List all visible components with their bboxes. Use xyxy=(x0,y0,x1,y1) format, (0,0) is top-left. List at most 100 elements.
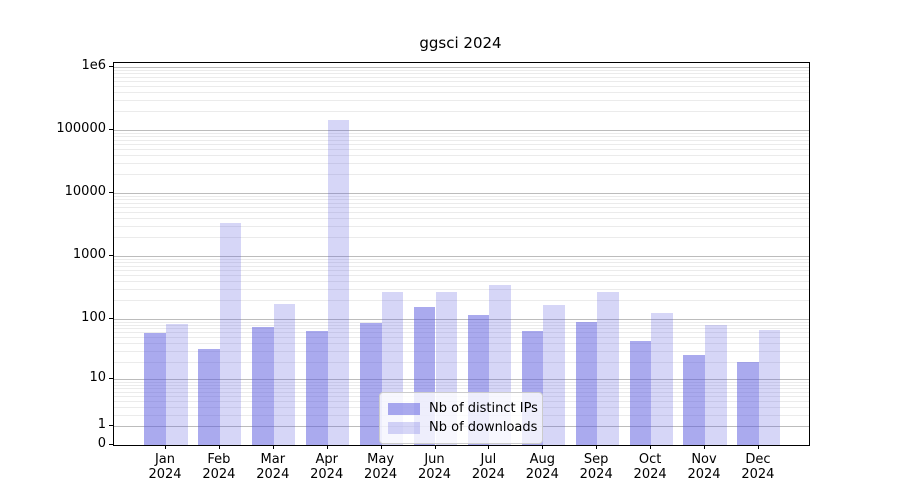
bar-downloads-nov-2024 xyxy=(705,324,727,445)
bar-downloads-oct-2024 xyxy=(651,313,673,445)
minor-gridline xyxy=(114,135,809,137)
y-axis-label: 10000 xyxy=(64,183,106,199)
minor-gridline xyxy=(114,299,809,301)
x-axis-label: Jul 2024 xyxy=(471,452,505,482)
minor-gridline xyxy=(114,261,809,263)
minor-gridline xyxy=(114,265,809,267)
minor-gridline xyxy=(114,148,809,150)
major-gridline xyxy=(114,318,809,320)
bar-downloads-mar-2024 xyxy=(273,304,296,445)
chart-title: ggsci 2024 xyxy=(419,34,502,52)
y-axis-label: 100000 xyxy=(56,120,106,136)
x-axis-tick xyxy=(542,445,544,449)
y-axis-tick xyxy=(109,128,113,130)
minor-gridline xyxy=(114,91,809,93)
bar-distinct-ips-feb-2024 xyxy=(198,349,220,445)
minor-gridline xyxy=(114,154,809,156)
y-axis-tick xyxy=(109,444,113,445)
y-axis-tick xyxy=(109,317,113,319)
bar-distinct-ips-dec-2024 xyxy=(737,361,759,445)
x-axis-label: Dec 2024 xyxy=(741,452,775,482)
major-gridline xyxy=(114,129,809,131)
bar-distinct-ips-may-2024 xyxy=(360,322,382,445)
bar-distinct-ips-sep-2024 xyxy=(575,321,598,445)
x-axis-tick xyxy=(434,445,436,449)
minor-gridline xyxy=(114,110,809,112)
y-axis-label: 1000 xyxy=(72,246,106,262)
minor-gridline xyxy=(114,384,809,386)
legend-swatch-distinct-ips-icon xyxy=(388,402,420,415)
minor-gridline xyxy=(114,337,809,339)
minor-gridline xyxy=(114,99,809,101)
legend-swatch-downloads-icon xyxy=(388,421,420,434)
minor-gridline xyxy=(114,388,809,390)
x-axis-tick xyxy=(326,445,328,449)
minor-gridline xyxy=(114,269,809,271)
y-axis-label: 1 xyxy=(97,417,106,432)
x-axis-tick xyxy=(488,445,490,449)
minor-gridline xyxy=(114,69,809,71)
bar-distinct-ips-jan-2024 xyxy=(144,332,166,445)
minor-gridline xyxy=(114,361,809,363)
minor-gridline xyxy=(114,139,809,141)
x-axis-label: Nov 2024 xyxy=(687,452,721,482)
x-axis-label: Oct 2024 xyxy=(633,452,667,482)
minor-gridline xyxy=(114,324,809,326)
minor-gridline xyxy=(114,143,809,145)
legend-label-downloads: Nb of downloads xyxy=(429,420,538,435)
minor-gridline xyxy=(114,274,809,276)
minor-gridline xyxy=(114,72,809,74)
minor-gridline xyxy=(114,280,809,282)
bar-distinct-ips-nov-2024 xyxy=(683,354,705,445)
minor-gridline xyxy=(114,351,809,352)
x-axis-label: Sep 2024 xyxy=(579,452,613,482)
major-gridline xyxy=(114,379,809,381)
major-gridline xyxy=(114,66,809,68)
bar-downloads-apr-2024 xyxy=(327,119,350,445)
y-axis-tick xyxy=(109,425,113,426)
minor-gridline xyxy=(114,80,809,82)
x-axis-label: Jun 2024 xyxy=(417,452,452,482)
legend-label-distinct-ips: Nb of distinct IPs xyxy=(429,401,538,416)
y-axis-label: 10 xyxy=(89,370,106,386)
bar-downloads-aug-2024 xyxy=(543,305,565,445)
minor-gridline xyxy=(114,343,809,345)
x-axis-label: May 2024 xyxy=(364,452,398,482)
minor-gridline xyxy=(114,288,809,290)
minor-gridline xyxy=(114,321,809,323)
x-axis-tick xyxy=(272,445,274,449)
minor-gridline xyxy=(114,211,809,213)
legend: Nb of distinct IPs Nb of downloads xyxy=(379,392,543,444)
y-axis-label: 0 xyxy=(97,436,106,451)
bar-downloads-dec-2024 xyxy=(758,330,781,445)
bar-downloads-sep-2024 xyxy=(597,292,619,445)
plot-area xyxy=(113,62,810,446)
minor-gridline xyxy=(114,236,809,238)
bar-distinct-ips-apr-2024 xyxy=(306,331,328,445)
minor-gridline xyxy=(114,173,809,175)
minor-gridline xyxy=(114,258,809,260)
bar-distinct-ips-oct-2024 xyxy=(629,340,652,445)
x-axis-label: Feb 2024 xyxy=(202,452,236,482)
minor-gridline xyxy=(114,198,809,200)
minor-gridline xyxy=(114,206,809,208)
major-gridline xyxy=(114,255,809,257)
minor-gridline xyxy=(114,328,809,330)
minor-gridline xyxy=(114,381,809,383)
minor-gridline xyxy=(114,85,809,87)
bar-distinct-ips-mar-2024 xyxy=(252,327,274,445)
x-axis-tick xyxy=(596,445,598,449)
x-axis-label: Apr 2024 xyxy=(310,452,344,482)
legend-item-distinct-ips: Nb of distinct IPs xyxy=(388,399,538,418)
minor-gridline xyxy=(114,217,809,219)
x-axis-tick xyxy=(704,445,705,449)
minor-gridline xyxy=(114,202,809,204)
y-axis-tick xyxy=(109,65,113,67)
y-axis-tick xyxy=(109,254,113,256)
minor-gridline xyxy=(114,225,809,227)
x-axis-label: Mar 2024 xyxy=(256,452,290,482)
y-axis-tick xyxy=(109,378,113,380)
minor-gridline xyxy=(114,195,809,197)
minor-gridline xyxy=(114,162,809,164)
